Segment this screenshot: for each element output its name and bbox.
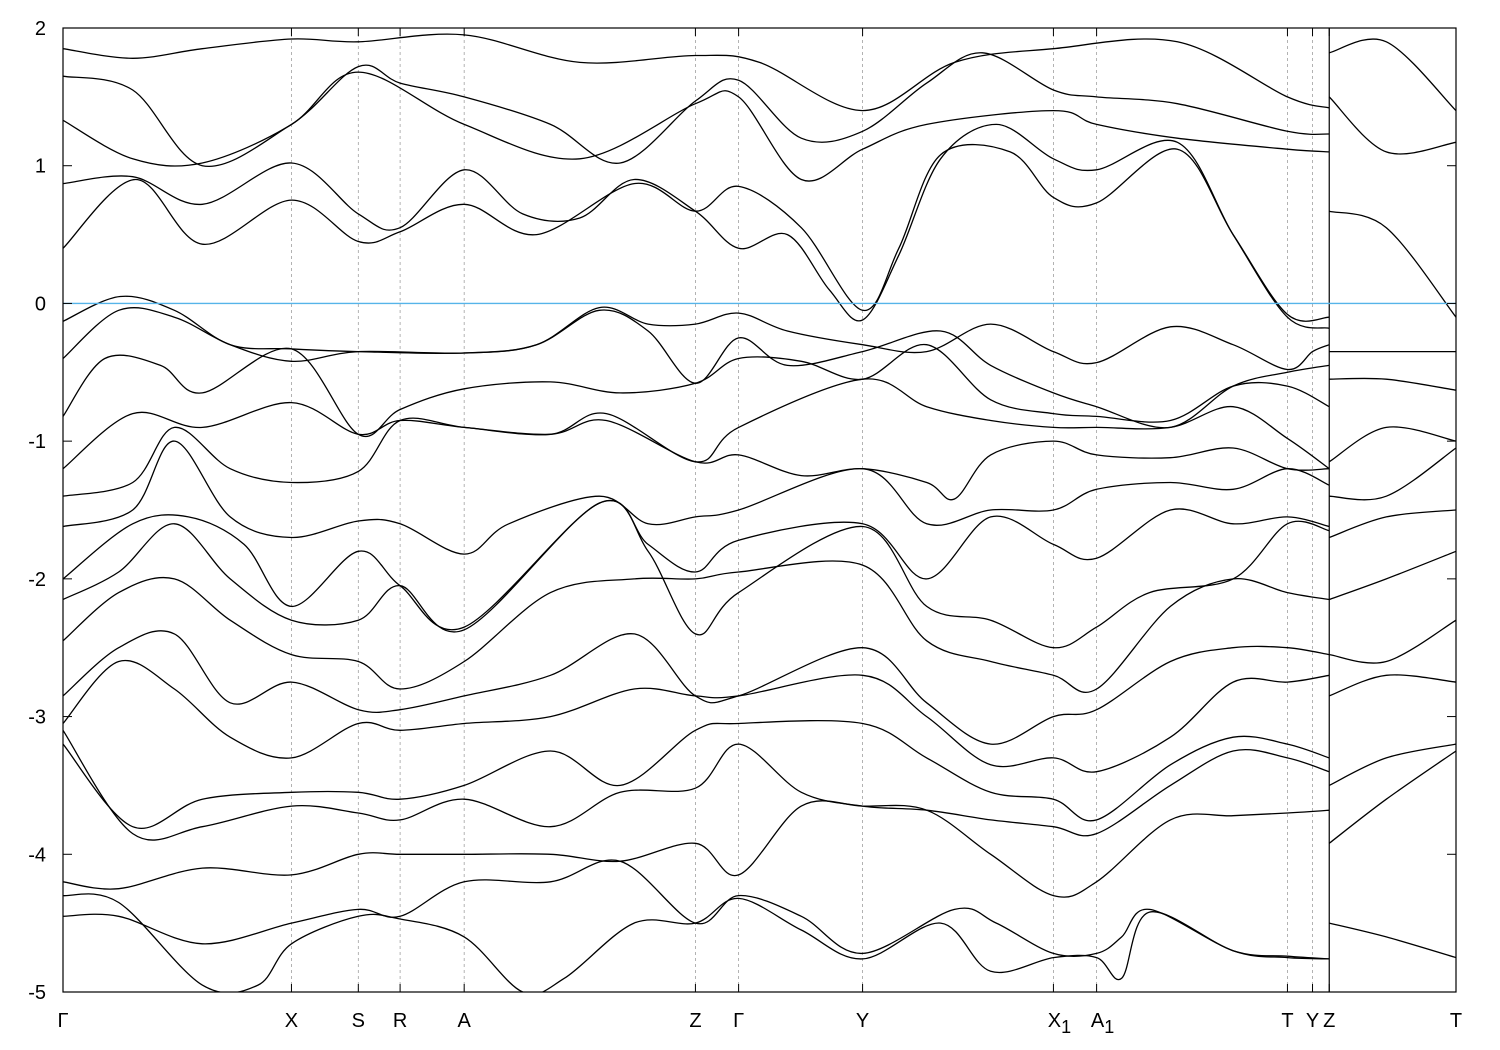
band-line (63, 440, 1330, 555)
y-tick-label: 0 (35, 293, 46, 315)
x-tick-label: R (393, 1010, 407, 1032)
band-line (63, 659, 1330, 773)
x-tick-label: T (1281, 1010, 1293, 1032)
band-line (1328, 426, 1456, 463)
band-line (63, 500, 1330, 649)
x-tick-label: Γ (733, 1010, 744, 1032)
band-line (1329, 210, 1456, 318)
band-line (63, 143, 1330, 322)
x-tick-label: S (352, 1010, 365, 1032)
band-line (1328, 550, 1456, 601)
y-tick-label: -2 (28, 569, 46, 591)
x-tick-label: Y (1306, 1010, 1319, 1032)
x-axis-ticks: Γ X S R A Z Γ Y X1 A1 T Y Z T (57, 28, 1462, 1037)
band-line (1328, 509, 1456, 539)
x-tick-label: Γ (57, 1010, 68, 1032)
band-line (1329, 377, 1456, 391)
band-line (1328, 750, 1456, 844)
band-line (1329, 922, 1456, 959)
plot-frame (62, 27, 1457, 993)
band-line (63, 417, 1330, 501)
band-line (63, 344, 1330, 438)
band-line (63, 729, 1330, 841)
band-line (63, 800, 1330, 898)
y-tick-label: -4 (28, 844, 46, 866)
band-line (63, 630, 1330, 745)
x-tick-label: Z (689, 1010, 701, 1032)
x-tick-label: Z (1323, 1010, 1335, 1032)
y-tick-label: -3 (28, 707, 46, 729)
band-line (1328, 674, 1456, 697)
band-line (63, 71, 1330, 182)
band-line (63, 560, 1330, 693)
y-tick-label: -5 (28, 982, 46, 1004)
x-tick-label: A1 (1091, 1010, 1114, 1037)
y-tick-label: -1 (28, 431, 46, 453)
y-axis-ticks: 2 1 0 -1 -2 -3 -4 -5 (28, 18, 1456, 1004)
band-line (63, 307, 1330, 429)
y-tick-label: 2 (35, 18, 46, 40)
band-line (1328, 96, 1456, 155)
band-line (1329, 619, 1456, 664)
band-line (63, 295, 1330, 371)
band-line (1328, 743, 1456, 786)
band-line (1329, 447, 1456, 501)
band-line (63, 859, 1330, 960)
band-line (63, 123, 1330, 329)
x-tick-label: X1 (1048, 1010, 1071, 1037)
x-tick-label: X (285, 1010, 298, 1032)
bands (63, 33, 1456, 992)
x-tick-label: A (458, 1010, 472, 1032)
band-line (1329, 38, 1456, 112)
band-line (63, 720, 1330, 829)
band-line (63, 378, 1330, 470)
band-line (63, 33, 1330, 112)
x-tick-label: Y (856, 1010, 869, 1032)
y-tick-label: 1 (35, 156, 46, 178)
x-tick-label: T (1450, 1010, 1462, 1032)
band-line (63, 499, 1330, 631)
band-line (63, 893, 1330, 992)
